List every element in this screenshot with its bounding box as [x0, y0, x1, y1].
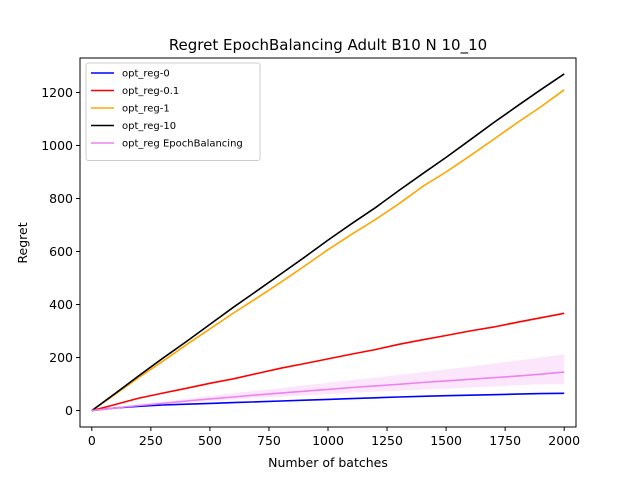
y-tick-label: 0	[65, 403, 73, 418]
y-tick-label: 400	[49, 297, 73, 312]
y-tick-label: 1000	[41, 138, 73, 153]
legend-frame	[85, 62, 261, 161]
x-axis-ticks: 0 250 500 750 1000 1250 1500 1750 2000	[88, 427, 580, 448]
series-lines	[91, 73, 565, 412]
x-tick-label: 2000	[548, 433, 580, 448]
confidence-bands	[91, 354, 565, 411]
legend-label: opt_reg EpochBalancing	[122, 139, 243, 150]
line-series-3	[91, 73, 565, 412]
x-tick-label: 1000	[312, 433, 344, 448]
legend-label: opt_reg-0.1	[122, 86, 179, 97]
y-tick-label: 600	[49, 244, 73, 259]
x-tick-label: 1250	[371, 433, 403, 448]
line-series-2	[91, 89, 565, 412]
line-series-1	[91, 312, 565, 412]
x-axis-label: Number of batches	[268, 455, 388, 470]
legend-label: opt_reg-10	[122, 121, 176, 132]
x-tick-label: 1750	[489, 433, 521, 448]
legend-label: opt_reg-1	[122, 104, 170, 115]
x-tick-label: 0	[88, 433, 96, 448]
x-tick-label: 500	[198, 433, 222, 448]
chart-title: Regret EpochBalancing Adult B10 N 10_10	[169, 36, 487, 55]
legend: opt_reg-0 opt_reg-0.1 opt_reg-1 opt_reg-10o…	[85, 62, 261, 161]
band-series-4	[91, 354, 565, 411]
y-axis-ticks: 0 200 400 600 800 1000 1200	[41, 85, 80, 418]
y-tick-label: 1200	[41, 85, 73, 100]
line-series-0	[91, 392, 565, 412]
y-axis-label: Regret	[15, 222, 30, 263]
x-tick-label: 1500	[430, 433, 462, 448]
legend-label: opt_reg-0	[122, 69, 170, 80]
y-tick-label: 200	[49, 350, 73, 365]
line-series-4	[91, 371, 565, 412]
y-tick-label: 800	[49, 191, 73, 206]
x-tick-label: 250	[139, 433, 163, 448]
x-tick-label: 750	[257, 433, 281, 448]
